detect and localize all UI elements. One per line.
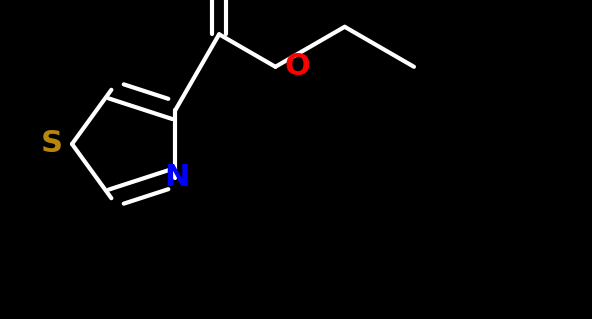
Text: S: S [41, 130, 63, 159]
Text: N: N [165, 163, 190, 192]
Text: O: O [285, 52, 310, 81]
